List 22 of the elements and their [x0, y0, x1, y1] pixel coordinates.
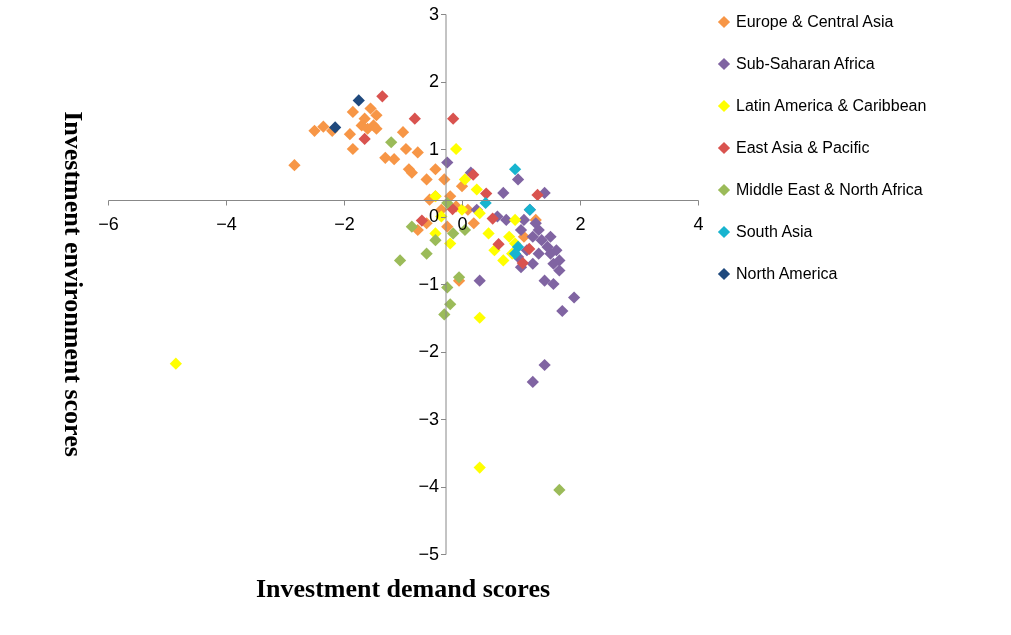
x-tick-label: −6: [98, 213, 119, 234]
y-tick-label: −4: [418, 476, 439, 496]
x-tick-label: −2: [334, 213, 355, 234]
y-tick-label: 1: [428, 138, 439, 159]
x-tick-label: 4: [693, 213, 704, 234]
y-tick-label: −1: [418, 273, 439, 294]
x-tick-label: −4: [216, 213, 237, 234]
legend-label: Latin America & Caribbean: [736, 97, 927, 114]
y-tick-label: 3: [428, 3, 439, 24]
y-tick-label: −3: [418, 408, 439, 429]
y-axis-title: Investment environment scores: [59, 111, 88, 457]
x-tick-label: 2: [575, 213, 586, 234]
x-axis-title: Investment demand scores: [255, 574, 551, 603]
y-tick-label: −2: [418, 341, 439, 361]
legend-label: South Asia: [736, 223, 813, 240]
legend-label: East Asia & Pacific: [736, 139, 870, 156]
y-tick-label: 2: [428, 71, 439, 91]
legend-label: North America: [736, 265, 838, 282]
y-tick-label: −5: [418, 543, 439, 564]
legend-label: Sub-Saharan Africa: [736, 55, 875, 72]
legend-label: Middle East & North Africa: [736, 181, 923, 198]
legend-label: Europe & Central Asia: [736, 13, 894, 30]
